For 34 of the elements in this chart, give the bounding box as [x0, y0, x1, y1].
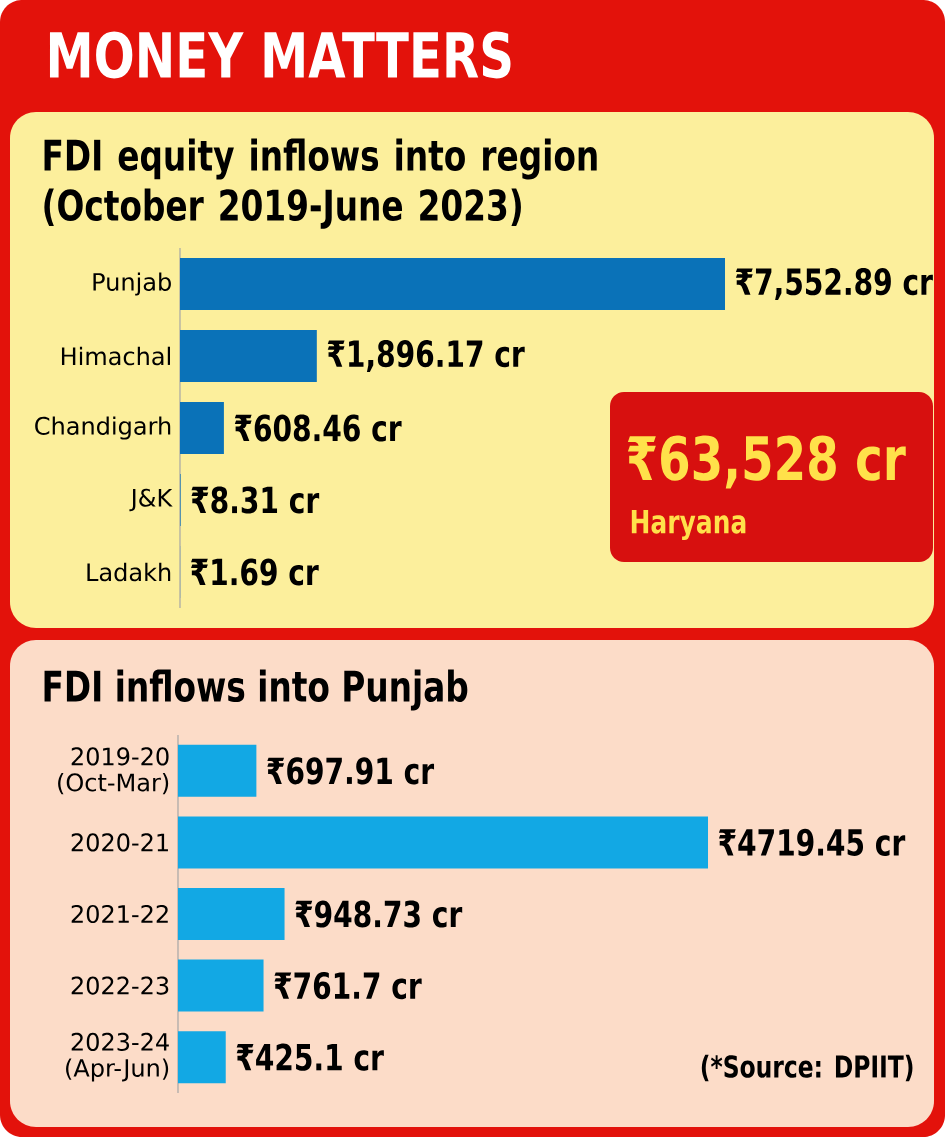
annotation: ₹63,528 cr	[627, 435, 906, 489]
y-tick-label: 2022-23	[71, 976, 169, 995]
chart-subtitle: FDI equity inflows into region (October 2019-June 2023)	[44, 138, 597, 229]
data-label: ₹425.1 cr	[236, 1043, 384, 1071]
data-label: ₹948.73 cr	[295, 900, 463, 928]
y-tick-label: Himachal	[61, 346, 170, 366]
annotation: (*Source: DPIIT)	[701, 1054, 913, 1082]
bar	[178, 959, 264, 1012]
chart-title: MONEY MATTERS	[49, 31, 511, 79]
bar	[180, 402, 224, 454]
bar	[178, 888, 285, 940]
bar	[178, 816, 709, 869]
y-tick-label: 2020-21	[71, 833, 168, 852]
y-tick-label: J&K	[129, 488, 173, 512]
data-label: ₹1.69 cr	[191, 558, 319, 586]
data-label: ₹761.7 cr	[274, 972, 422, 1000]
data-label: ₹7,552.89 cr	[735, 268, 933, 300]
data-label: ₹4719.45 cr	[718, 828, 906, 856]
y-tick-label: 2021-22	[71, 904, 168, 924]
data-label: ₹1,896.17 cr	[327, 340, 525, 372]
data-label: ₹697.91 cr	[267, 757, 435, 785]
bar	[180, 258, 726, 310]
bar	[178, 1031, 226, 1084]
data-label: ₹608.46 cr	[234, 414, 402, 442]
y-tick-label: 2019-20 (Oct-Mar)	[58, 747, 169, 795]
data-label: ₹8.31 cr	[191, 486, 320, 514]
bar	[180, 330, 317, 382]
y-tick-label: 2023-24 (Apr-Jun)	[66, 1032, 169, 1082]
bar	[178, 744, 257, 797]
y-tick-label: Chandigarh	[35, 416, 171, 440]
chart-title: FDI inflows into Punjab	[44, 669, 468, 711]
y-tick-label: Ladakh	[87, 562, 171, 582]
annotation: Haryana	[631, 509, 746, 541]
y-tick-label: Punjab	[93, 272, 171, 296]
